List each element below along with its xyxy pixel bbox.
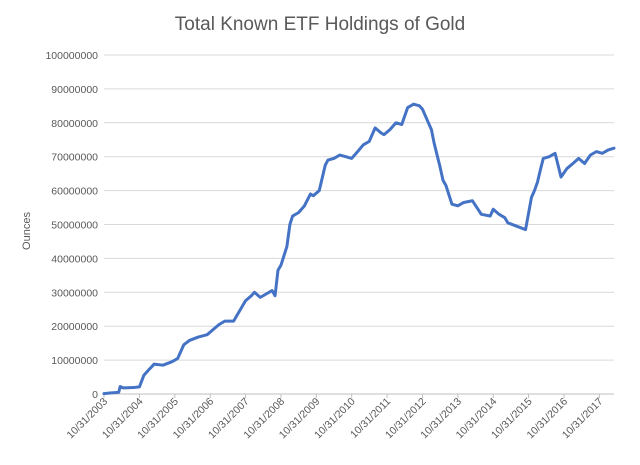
y-tick-label: 10000000: [51, 355, 98, 367]
gridlines: [104, 54, 614, 395]
y-tick-label: 60000000: [51, 186, 98, 198]
series-group: [102, 102, 616, 396]
y-tick-label: 100000000: [45, 50, 98, 62]
y-tick-label: 90000000: [51, 84, 98, 96]
series-line: [102, 102, 616, 396]
y-tick-label: 40000000: [51, 253, 98, 265]
y-tick-label: 50000000: [51, 220, 98, 232]
y-tick-label: 0: [92, 389, 98, 401]
y-axis-ticks: 0 10000000 20000000 30000000 40000000 5000000…: [45, 50, 98, 401]
x-axis-ticks: 10/31/200310/31/200410/31/200510/31/2006…: [64, 394, 606, 441]
chart-title: Total Known ETF Holdings of Gold: [175, 14, 465, 35]
y-tick-label: 20000000: [51, 321, 98, 333]
y-axis-label: Ounces: [21, 212, 33, 250]
y-tick-label: 70000000: [51, 152, 98, 164]
y-tick-label: 80000000: [51, 118, 98, 130]
y-tick-label: 30000000: [51, 287, 98, 299]
